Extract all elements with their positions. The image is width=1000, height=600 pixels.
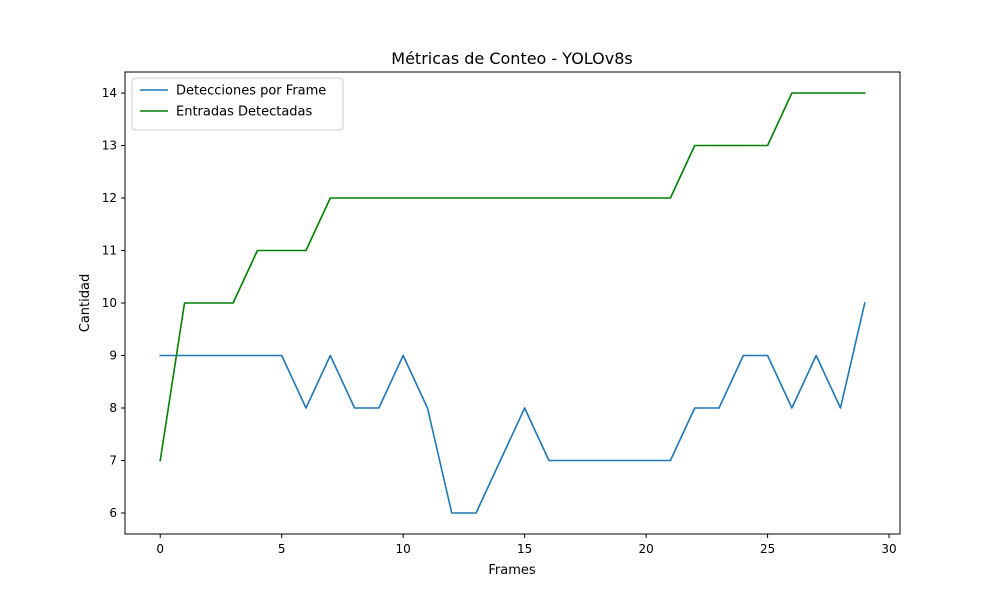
y-tick-label: 10 <box>102 296 117 310</box>
legend-box <box>131 77 344 131</box>
plot-frame <box>124 71 901 535</box>
y-axis-title: Cantidad <box>78 274 93 332</box>
y-tick-label: 6 <box>109 506 117 520</box>
legend-label-2: Entradas Detectadas <box>176 105 313 120</box>
y-tick-label: 11 <box>102 244 117 258</box>
x-tick-label: 5 <box>278 542 286 556</box>
plot-area: 0 5 10 15 20 25 30 6 7 8 9 10 11 12 13 14 <box>102 86 897 556</box>
y-tick-label: 9 <box>109 349 117 363</box>
y-tick-label: 14 <box>102 86 117 100</box>
x-tick-label: 10 <box>396 542 411 556</box>
y-tick-label: 12 <box>102 191 117 205</box>
y-tick-label: 8 <box>109 401 117 415</box>
x-axis-title: Frames <box>488 563 536 578</box>
legend-label-1: Detecciones por Frame <box>176 84 326 99</box>
series-line-2 <box>159 92 866 462</box>
y-tick-label: 7 <box>109 454 117 468</box>
x-tick-label: 25 <box>760 542 775 556</box>
x-tick-label: 15 <box>517 542 532 556</box>
chart-title: Métricas de Conteo - YOLOv8s <box>391 49 632 68</box>
x-tick-label: 20 <box>638 542 653 556</box>
series-line-1 <box>159 302 866 514</box>
x-tick-label: 30 <box>881 542 896 556</box>
legend: Detecciones por Frame Entradas Detectadas <box>131 77 344 131</box>
x-tick-label: 0 <box>156 542 164 556</box>
y-tick-label: 13 <box>102 139 117 153</box>
